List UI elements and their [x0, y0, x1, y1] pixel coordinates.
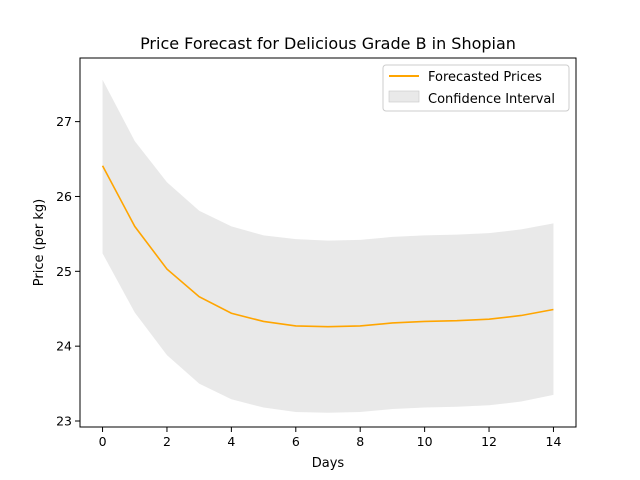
legend: Forecasted Prices Confidence Interval	[382, 64, 570, 112]
forecast-line	[101, 165, 554, 328]
y-tick-label: 24	[56, 339, 72, 354]
plot-area	[101, 79, 554, 413]
x-tick-label: 4	[227, 434, 235, 449]
x-tick-label: 0	[99, 434, 107, 449]
y-axis-label: Price (per kg)	[32, 199, 47, 287]
y-tick-label: 26	[56, 189, 72, 204]
x-tick-label: 14	[546, 434, 562, 449]
legend-box	[382, 64, 570, 112]
legend-band-swatch	[388, 90, 420, 103]
confidence-band	[102, 79, 554, 413]
y-tick-label: 25	[56, 264, 72, 279]
y-tick-label: 27	[56, 114, 72, 129]
plot-frame	[79, 57, 577, 428]
y-tick-label: 23	[56, 414, 72, 429]
chart-title: Price Forecast for Delicious Grade B in …	[140, 34, 516, 53]
x-tick-label: 10	[417, 434, 433, 449]
legend-label-forecast: Forecasted Prices	[428, 70, 542, 85]
x-tick-label: 6	[292, 434, 300, 449]
x-tick-label: 8	[356, 434, 364, 449]
x-tick-label: 2	[163, 434, 171, 449]
legend-label-confidence: Confidence Interval	[428, 92, 555, 107]
x-axis-label: Days	[312, 456, 345, 471]
x-tick-label: 12	[481, 434, 497, 449]
